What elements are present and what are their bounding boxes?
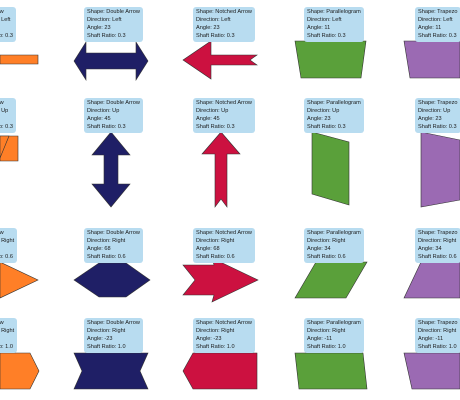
arrow-shape-left (0, 54, 39, 65)
double-arrow-shape-right-wide (73, 352, 149, 390)
label-double-arrow-up: Shape: Double Arrow Direction: Up Angle: 4… (84, 98, 143, 133)
label-shaft-ratio: Shaft Ratio: 0.6 (87, 254, 126, 260)
label-direction: Direction: Right (196, 328, 235, 334)
label-shaft-ratio: Shaft Ratio: 0.3 (87, 33, 126, 39)
label-shape: Shape: Double Arrow (87, 9, 140, 15)
label-angle: Angle: 34 (307, 246, 331, 252)
double-arrow-shape-right (73, 262, 151, 298)
arrow-shape-right (0, 261, 39, 299)
label-direction: Direction: Left (307, 17, 342, 23)
label-angle: Angle: 23 (196, 25, 220, 31)
label-shaft-ratio: Shaft Ratio: 1.0 (307, 344, 346, 350)
trapezoid-shape-right-wide (403, 352, 460, 390)
label-shape: Shape: Notched Arrow (196, 320, 252, 326)
label-angle: Angle: 23 (87, 25, 111, 31)
label-notched-arrow-right-wide: Shape: Notched Arrow Direction: Right Angl… (193, 318, 255, 353)
notched-arrow-shape-right-wide (182, 352, 258, 390)
label-shape: Shape: Parallelogram (307, 230, 361, 236)
label-angle: Angle: -23 (87, 336, 113, 342)
label-angle: Angle: 11 (307, 25, 331, 31)
label-parallelogram-left: Shape: Parallelogram Direction: Left Angle… (304, 7, 364, 42)
label-shaft-ratio: Shaft Ratio: 0.3 (307, 33, 346, 39)
label-direction: Direction: Right (87, 328, 126, 334)
label-double-arrow-left: Shape: Double Arrow Direction: Left Angle:… (84, 7, 143, 42)
label-notched-arrow-right: Shape: Notched Arrow Direction: Right Angl… (193, 228, 255, 263)
label-arrow-left: Arrow tion: Left 25 Ratio: 0.3 (0, 7, 16, 42)
label-trapezoid-right-wide: Shape: Trapezo Direction: Right Angle: -… (415, 318, 460, 353)
label-angle: Angle: 45 (196, 116, 220, 122)
arrow-shape-up-head (0, 135, 10, 159)
label-shaft-ratio: Shaft Ratio: 0.3 (307, 124, 346, 130)
label-angle: Angle: 68 (87, 246, 111, 252)
label-shaft-ratio: Shaft Ratio: 1.0 (196, 344, 235, 350)
trapezoid-shape-left (403, 40, 460, 79)
label-shaft-ratio: Shaft Ratio: 0.6 (307, 254, 346, 260)
label-shaft-ratio: Shaft Ratio: 0.3 (196, 33, 235, 39)
label-shape: Shape: Parallelogram (307, 320, 361, 326)
notched-arrow-shape-right (182, 257, 259, 303)
label-arrow-right: Arrow tion: Right 68 Ratio: 0.6 (0, 228, 18, 263)
label-direction: Direction: Right (307, 238, 346, 244)
notched-arrow-shape-up (201, 131, 241, 208)
double-arrow-shape-up (91, 131, 131, 208)
label-shape: Shape: Double Arrow (87, 100, 140, 106)
label-direction: Direction: Left (87, 17, 122, 23)
label-arrow-right-wide: Arrow tion: Right -23 Ratio: 1.0 (0, 318, 18, 353)
label-direction: Direction: Right (87, 238, 126, 244)
label-shaft-ratio: Shaft Ratio: 0.3 (196, 124, 235, 130)
label-angle: Angle: 68 (196, 246, 220, 252)
label-direction: Direction: Right (196, 238, 235, 244)
arrow-shape-right-wide (0, 352, 40, 390)
parallelogram-shape-right (294, 261, 368, 299)
label-shaft-ratio: Shaft Ratio: 0.6 (196, 254, 235, 260)
parallelogram-shape-up (311, 131, 350, 206)
label-double-arrow-right: Shape: Double Arrow Direction: Right Angle… (84, 228, 143, 263)
trapezoid-shape-right (403, 261, 460, 299)
trapezoid-shape-up (420, 131, 460, 208)
label-shape: Shape: Notched Arrow (196, 9, 252, 15)
label-shape: Shape: Notched Arrow (196, 230, 252, 236)
label-shape: Shape: Parallelogram (307, 9, 361, 15)
label-direction: Direction: Up (87, 108, 120, 114)
label-double-arrow-right-wide: Shape: Double Arrow Direction: Right Angle… (84, 318, 143, 353)
label-parallelogram-right: Shape: Parallelogram Direction: Right Angl… (304, 228, 364, 263)
parallelogram-shape-left (294, 40, 367, 79)
double-arrow-shape-left (73, 40, 149, 82)
label-notched-arrow-up: Shape: Notched Arrow Direction: Up Angle: … (193, 98, 255, 133)
parallelogram-shape-right-wide (294, 352, 368, 390)
label-direction: Direction: Up (307, 108, 340, 114)
label-arrow-up: Arrow tion: Up 45 Ratio: 0.3 (0, 98, 16, 133)
label-direction: Direction: Up (196, 108, 229, 114)
label-shape: Shape: Double Arrow (87, 230, 140, 236)
label-parallelogram-up: Shape: Parallelogram Direction: Up Angle: … (304, 98, 364, 133)
label-shape: Shape: Double Arrow (87, 320, 140, 326)
label-direction: Direction: Left (196, 17, 231, 23)
label-notched-arrow-left: Shape: Notched Arrow Direction: Left Angle… (193, 7, 255, 42)
label-shaft-ratio: Shaft Ratio: 0.3 (87, 124, 126, 130)
label-direction: Direction: Right (307, 328, 346, 334)
label-shape: Shape: Parallelogram (307, 100, 361, 106)
label-trapezoid-up: Shape: Trapezo Direction: Up Angle: 23 S… (415, 98, 460, 133)
label-angle: Angle: -23 (196, 336, 222, 342)
label-parallelogram-right-wide: Shape: Parallelogram Direction: Right Angl… (304, 318, 364, 353)
notched-arrow-shape-left (182, 40, 258, 80)
label-shaft-ratio: Shaft Ratio: 1.0 (87, 344, 126, 350)
label-shape: Shape: Notched Arrow (196, 100, 252, 106)
label-angle: Angle: 45 (87, 116, 111, 122)
label-trapezoid-left: Shape: Trapezo Direction: Left Angle: 11… (415, 7, 460, 42)
label-trapezoid-right: Shape: Trapezo Direction: Right Angle: 3… (415, 228, 460, 263)
label-angle: Angle: -11 (307, 336, 333, 342)
label-angle: Angle: 23 (307, 116, 331, 122)
